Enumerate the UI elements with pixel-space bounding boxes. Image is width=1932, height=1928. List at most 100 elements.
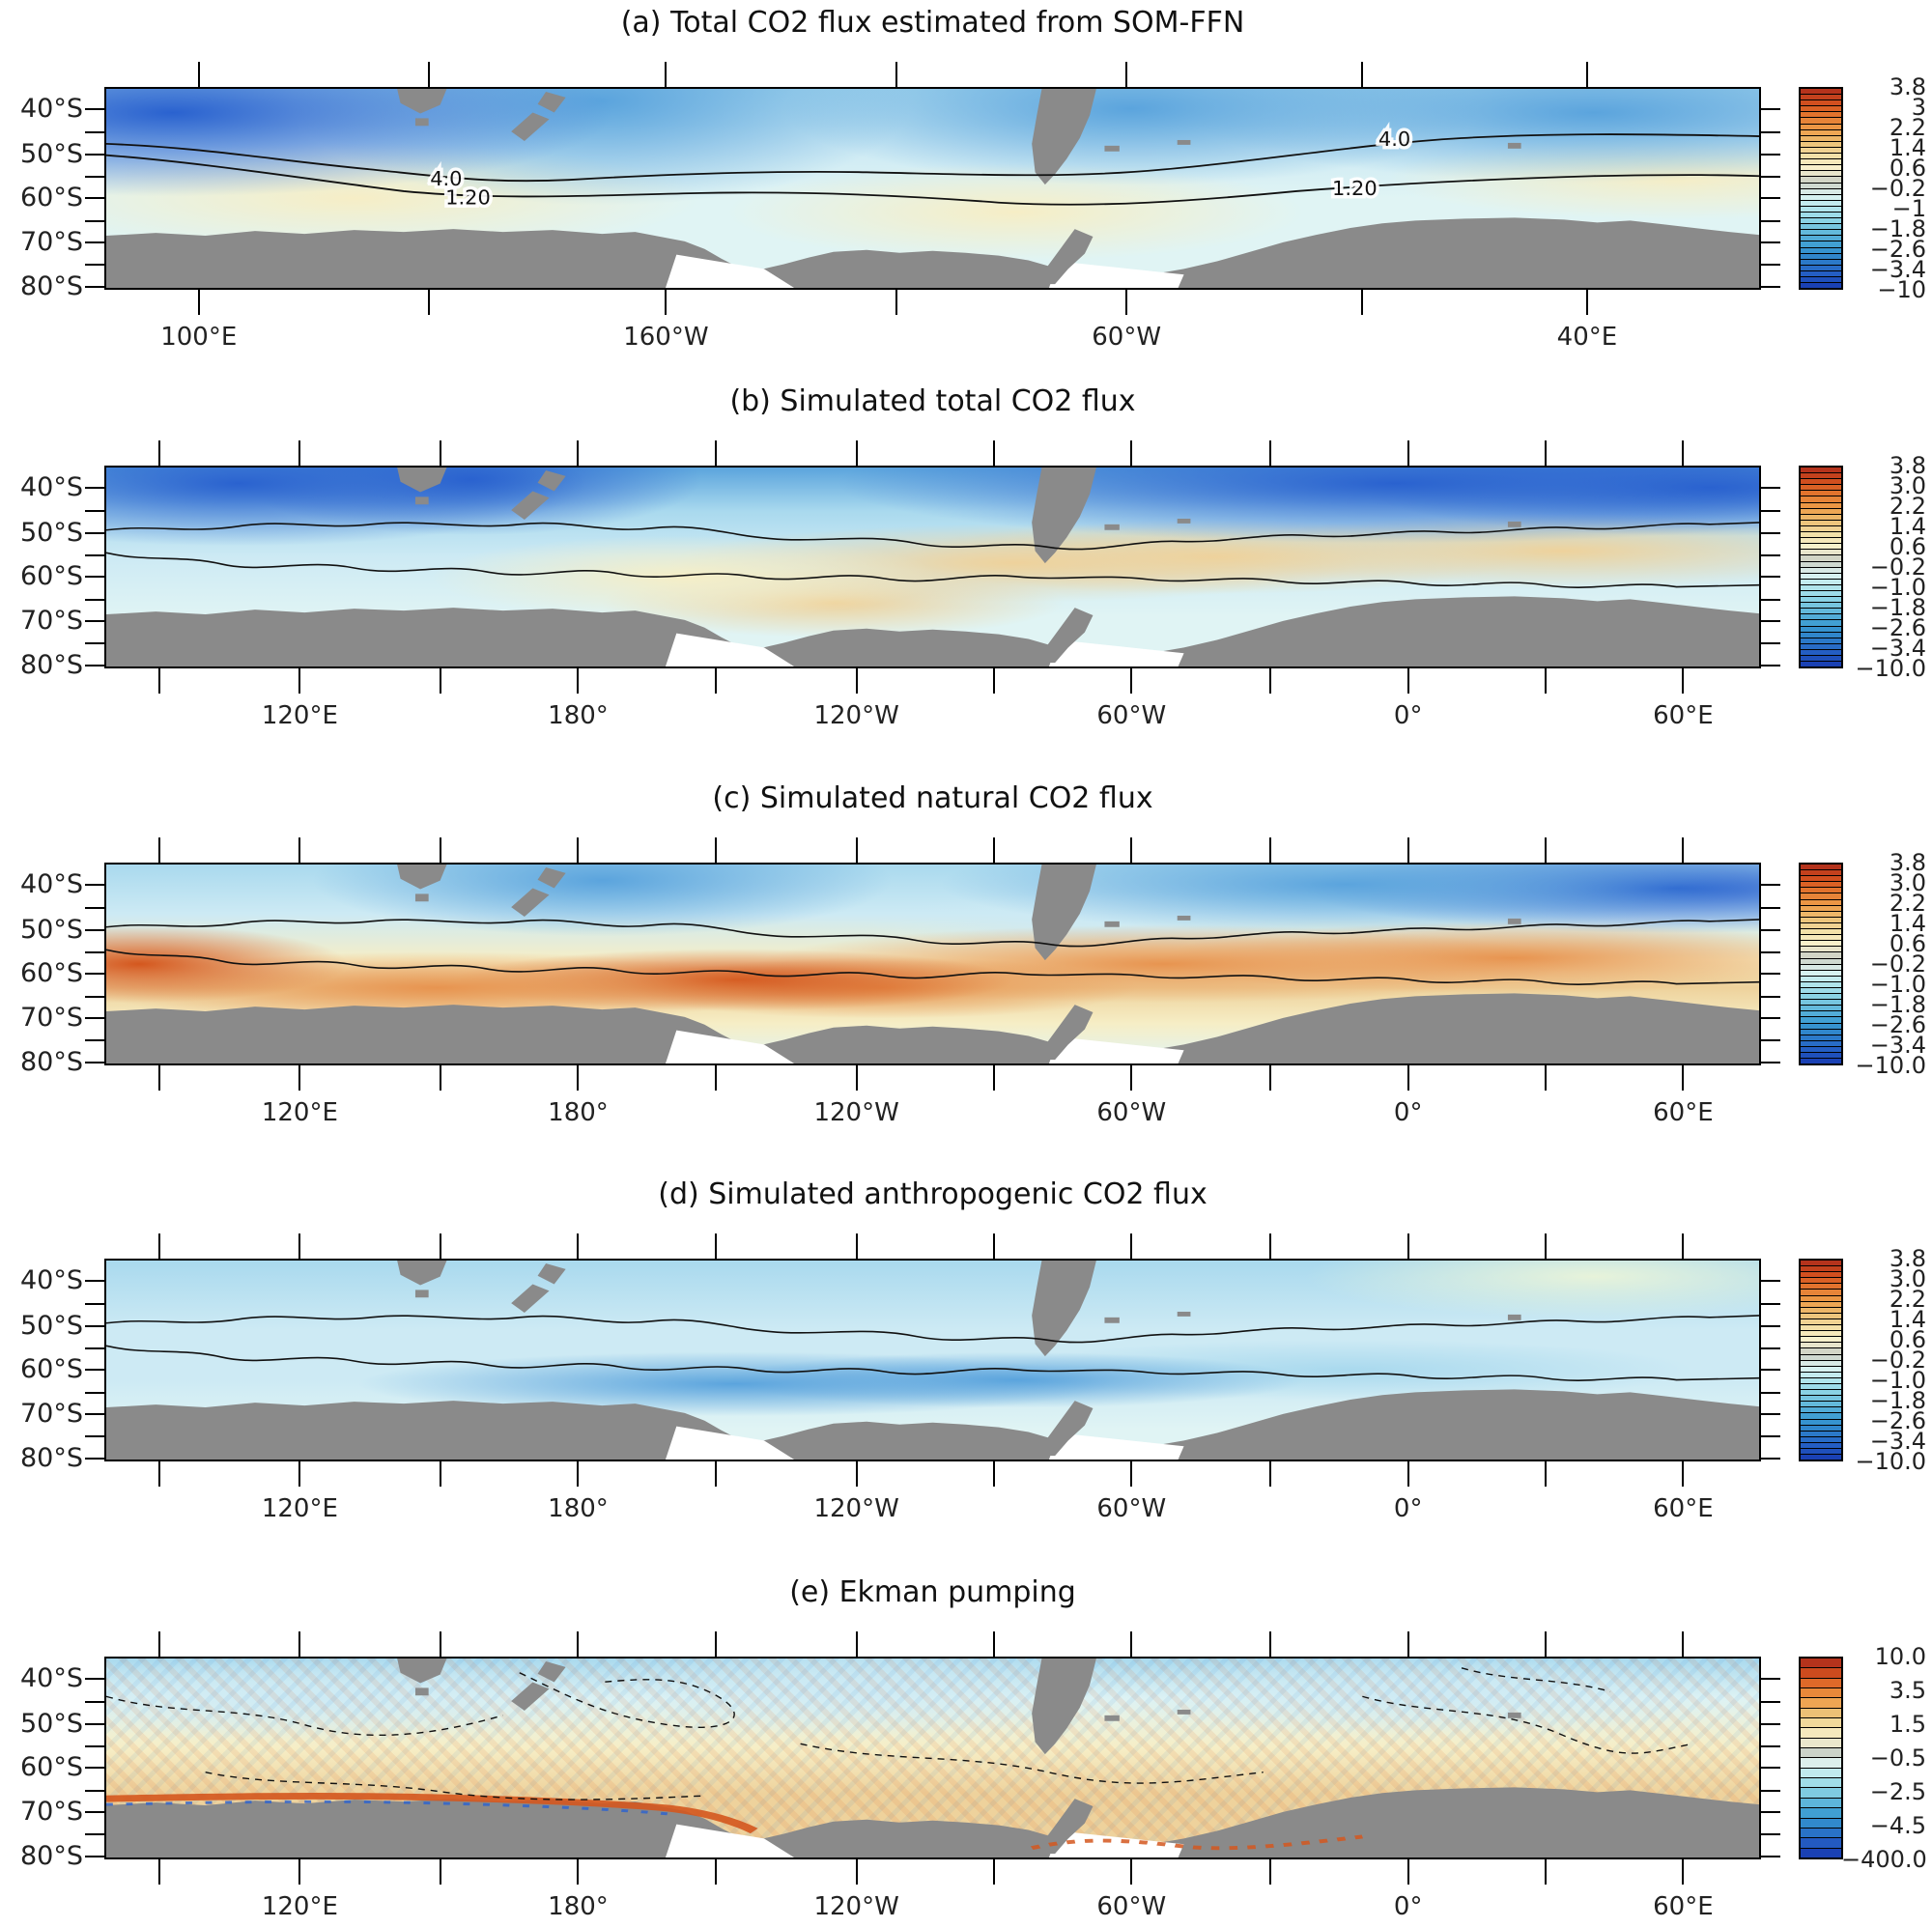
- colorbar-band: [1801, 235, 1841, 241]
- colorbar-band: [1801, 123, 1841, 129]
- x-axis-tick: [1360, 62, 1363, 87]
- y-axis-tick: [1761, 1413, 1780, 1416]
- y-axis-tick: [85, 1369, 104, 1372]
- colorbar-tick-label: −2.6: [1869, 1011, 1926, 1038]
- colorbar-band: [1801, 1717, 1841, 1728]
- weddell-ice-shelf: [1048, 261, 1184, 288]
- x-axis-tick: [1130, 837, 1133, 863]
- colorbar-band: [1801, 596, 1841, 603]
- antarctica-landmass: [106, 596, 1759, 666]
- colorbar-tick-label: 3.8: [1889, 849, 1926, 876]
- y-axis-tick: [85, 1391, 104, 1394]
- weddell-ice-shelf: [1048, 1432, 1184, 1460]
- x-axis-tick: [428, 62, 431, 87]
- y-axis-tick: [1761, 642, 1780, 645]
- colorbar-band: [1801, 1827, 1841, 1838]
- y-axis-tick: [85, 531, 104, 534]
- ekman-coastal-upwelling-band: [106, 1792, 1364, 1851]
- y-axis-tick: [85, 951, 104, 954]
- y-axis-tick: [85, 995, 104, 998]
- dashed-contour-lines: [106, 1668, 1693, 1800]
- colorbar-band: [1801, 1777, 1841, 1788]
- colorbar-tick-label: 3.8: [1889, 452, 1926, 479]
- colorbar-tick-label: 3.8: [1889, 73, 1926, 100]
- colorbar-band: [1801, 560, 1841, 567]
- colorbar-band: [1801, 583, 1841, 590]
- colorbar-band: [1801, 105, 1841, 112]
- colorbar-band: [1801, 1747, 1841, 1758]
- y-axis-tick: [1761, 1856, 1780, 1858]
- x-axis-tick: [714, 1461, 717, 1487]
- colorbar-tick-label: −0.5: [1869, 1744, 1926, 1772]
- y-axis-tick: [85, 1280, 104, 1283]
- x-axis-tick: [714, 668, 717, 694]
- x-axis-tick: [1682, 1631, 1685, 1657]
- south-georgia-island: [1177, 139, 1191, 145]
- lower-contour-line: [106, 950, 1759, 984]
- colorbar-band: [1801, 1727, 1841, 1738]
- panel-ekman-pumping: (e) Ekman pumping 120°E 180° 120°W 60°W 0° 60…: [0, 1570, 1932, 1928]
- ross-ice-shelf: [665, 633, 795, 666]
- kerguelen-island: [1507, 142, 1521, 149]
- y-axis-tick: [1761, 1280, 1780, 1283]
- colorbar-band: [1801, 484, 1841, 491]
- colorbar-tick-label: −10.0: [1855, 1052, 1926, 1079]
- colorbar-band: [1801, 1289, 1841, 1295]
- colorbar-band: [1801, 153, 1841, 159]
- x-axis-tick: [1545, 1065, 1548, 1091]
- y-axis-tick: [1761, 554, 1780, 557]
- y-axis-tick: [85, 642, 104, 645]
- y-axis-tick: [1761, 1347, 1780, 1350]
- dashed-contour: [1362, 1696, 1692, 1753]
- colorbar-band: [1801, 501, 1841, 508]
- map-area: 4.0 4.0 1.20 1.20: [104, 87, 1761, 290]
- map-area: [104, 1259, 1761, 1461]
- south-georgia-island: [1177, 1311, 1191, 1317]
- panel-title: (e) Ekman pumping: [789, 1575, 1076, 1609]
- x-tick-label: 180°: [548, 701, 609, 730]
- y-axis-tick: [85, 598, 104, 601]
- colorbar-tick-label: −1.0: [1869, 971, 1926, 998]
- colorbar-band: [1801, 986, 1841, 994]
- colorbar-band: [1801, 1659, 1841, 1668]
- new-zealand-south-island: [511, 491, 550, 520]
- x-axis-tick: [157, 1859, 160, 1885]
- colorbar-band: [1801, 199, 1841, 206]
- panel-simulated-total-co2-flux: (b) Simulated total CO2 flux 120°E 180° 12…: [0, 379, 1932, 776]
- y-tick-label: 70°S: [20, 606, 83, 637]
- colorbar-band: [1801, 1052, 1841, 1059]
- x-axis-tick: [1269, 1233, 1272, 1259]
- colorbar-band: [1801, 642, 1841, 649]
- colorbar-band: [1801, 1347, 1841, 1354]
- tasmania: [397, 865, 447, 890]
- ross-ice-shelf: [665, 1030, 795, 1063]
- colorbar-band: [1801, 211, 1841, 218]
- y-axis-tick: [85, 509, 104, 512]
- x-axis-tick: [577, 440, 580, 466]
- map-overlay: [106, 865, 1759, 1063]
- ross-ice-shelf: [665, 1426, 795, 1460]
- x-axis-tick: [157, 837, 160, 863]
- colorbar-band: [1801, 1005, 1841, 1011]
- colorbar-band: [1801, 1022, 1841, 1029]
- contour-lines: [106, 920, 1759, 984]
- x-axis-tick: [895, 62, 897, 87]
- y-axis-tick: [85, 153, 104, 156]
- y-tick-label: 60°S: [20, 183, 83, 213]
- y-tick-label: 80°S: [20, 1047, 83, 1078]
- colorbar-band: [1801, 655, 1841, 662]
- y-axis-tick: [1761, 130, 1780, 133]
- x-tick-label: 60°W: [1092, 323, 1162, 352]
- y-axis-tick: [1761, 286, 1780, 289]
- dashed-contour: [106, 1696, 503, 1735]
- colorbar-band: [1801, 999, 1841, 1006]
- y-axis-tick: [85, 1413, 104, 1416]
- colorbar-band: [1801, 904, 1841, 911]
- colorbar-band: [1801, 1807, 1841, 1818]
- kerguelen-island: [1507, 1712, 1521, 1718]
- y-axis-tick: [85, 620, 104, 623]
- y-axis-tick: [1761, 1017, 1780, 1020]
- x-axis-tick: [1545, 1461, 1548, 1487]
- colorbar-band: [1801, 589, 1841, 597]
- colorbar-tick-label: −2.6: [1869, 614, 1926, 641]
